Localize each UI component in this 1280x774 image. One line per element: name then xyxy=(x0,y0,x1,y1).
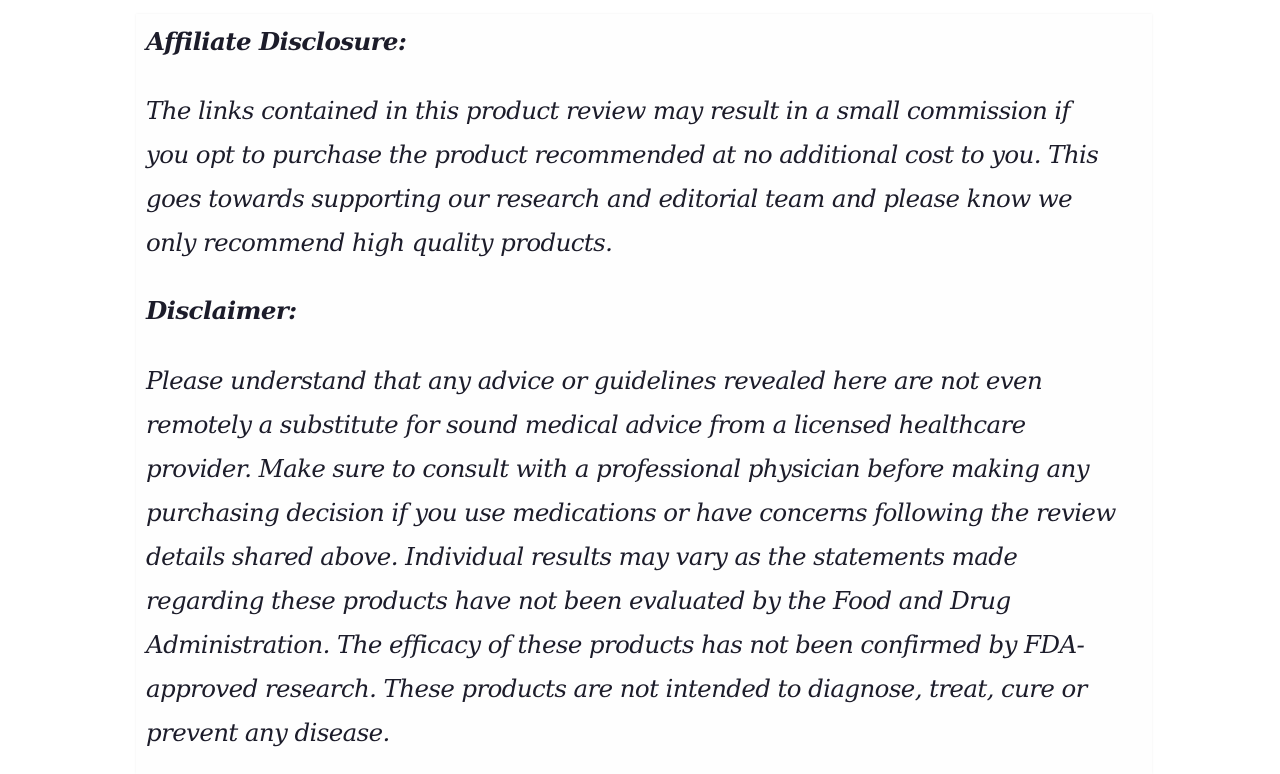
affiliate-disclosure-heading: Affiliate Disclosure: xyxy=(146,27,407,56)
paragraph-line: Please understand that any advice or gui… xyxy=(146,366,1043,395)
paragraph-line: purchasing decision if you use medicatio… xyxy=(146,498,1116,527)
paragraph-line: Administration. The efficacy of these pr… xyxy=(146,630,1085,659)
affiliate-disclosure-paragraph: The links contained in this product revi… xyxy=(146,89,1099,265)
paragraph-line: The links contained in this product revi… xyxy=(146,96,1071,125)
paragraph-line: prevent any disease. xyxy=(146,718,390,747)
paragraph-line: only recommend high quality products. xyxy=(146,228,613,257)
disclosure-container xyxy=(136,14,1152,774)
paragraph-line: approved research. These products are no… xyxy=(146,674,1087,703)
paragraph-line: you opt to purchase the product recommen… xyxy=(146,140,1099,169)
paragraph-line: details shared above. Individual results… xyxy=(146,542,1018,571)
disclaimer-heading: Disclaimer: xyxy=(146,296,297,325)
paragraph-line: regarding these products have not been e… xyxy=(146,586,1011,615)
paragraph-line: remotely a substitute for sound medical … xyxy=(146,410,1026,439)
paragraph-line: provider. Make sure to consult with a pr… xyxy=(146,454,1090,483)
disclaimer-paragraph: Please understand that any advice or gui… xyxy=(146,359,1116,755)
paragraph-line: goes towards supporting our research and… xyxy=(146,184,1073,213)
